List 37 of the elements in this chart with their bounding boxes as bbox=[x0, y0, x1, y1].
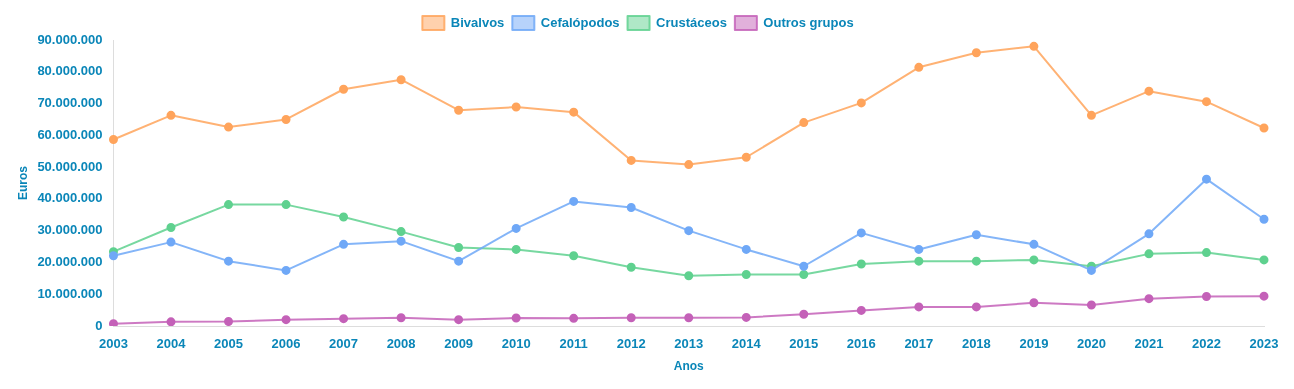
x-tick-label: 2007 bbox=[329, 336, 359, 352]
x-tick-label: 2010 bbox=[501, 336, 531, 352]
x-tick-label: 2003 bbox=[99, 336, 128, 352]
y-tick-label: 90.000.000 bbox=[37, 31, 103, 47]
y-tick-label: 50.000.000 bbox=[37, 158, 103, 174]
y-axis-title: Euros bbox=[15, 165, 30, 201]
legend-label: Outros grupos bbox=[763, 14, 854, 30]
x-axis-title: Anos bbox=[673, 359, 705, 374]
x-tick-label: 2014 bbox=[731, 336, 762, 352]
legend-label: Crustáceos bbox=[656, 14, 727, 30]
x-tick-label: 2022 bbox=[1192, 336, 1221, 352]
y-tick-label: 10.000.000 bbox=[37, 285, 103, 301]
x-tick-label: 2006 bbox=[271, 336, 301, 352]
y-tick-label: 60.000.000 bbox=[37, 126, 103, 142]
x-tick-label: 2008 bbox=[386, 336, 416, 352]
x-tick-label: 2017 bbox=[904, 336, 934, 352]
x-tick-label: 2015 bbox=[789, 336, 819, 352]
x-tick-label: 2011 bbox=[559, 336, 588, 352]
x-tick-label: 2005 bbox=[214, 336, 243, 352]
x-tick-label: 2023 bbox=[1249, 336, 1279, 352]
y-tick-label: 70.000.000 bbox=[37, 95, 103, 111]
legend-label: Cefalópodos bbox=[540, 14, 620, 30]
x-tick-label: 2009 bbox=[444, 336, 474, 352]
legend-label: Bivalvos bbox=[450, 14, 505, 30]
x-tick-label: 2021 bbox=[1134, 336, 1164, 352]
x-tick-label: 2020 bbox=[1076, 336, 1106, 352]
x-tick-label: 2018 bbox=[961, 336, 991, 352]
y-tick-label: 20.000.000 bbox=[37, 254, 103, 270]
y-tick-label: 0 bbox=[95, 317, 103, 333]
y-tick-label: 40.000.000 bbox=[37, 190, 103, 206]
y-tick-label: 30.000.000 bbox=[37, 222, 103, 238]
y-tick-label: 80.000.000 bbox=[37, 63, 103, 79]
x-tick-label: 2019 bbox=[1019, 336, 1049, 352]
x-tick-label: 2004 bbox=[156, 336, 187, 352]
x-tick-label: 2016 bbox=[846, 336, 876, 352]
x-tick-label: 2012 bbox=[616, 336, 646, 352]
x-tick-label: 2013 bbox=[674, 336, 704, 352]
